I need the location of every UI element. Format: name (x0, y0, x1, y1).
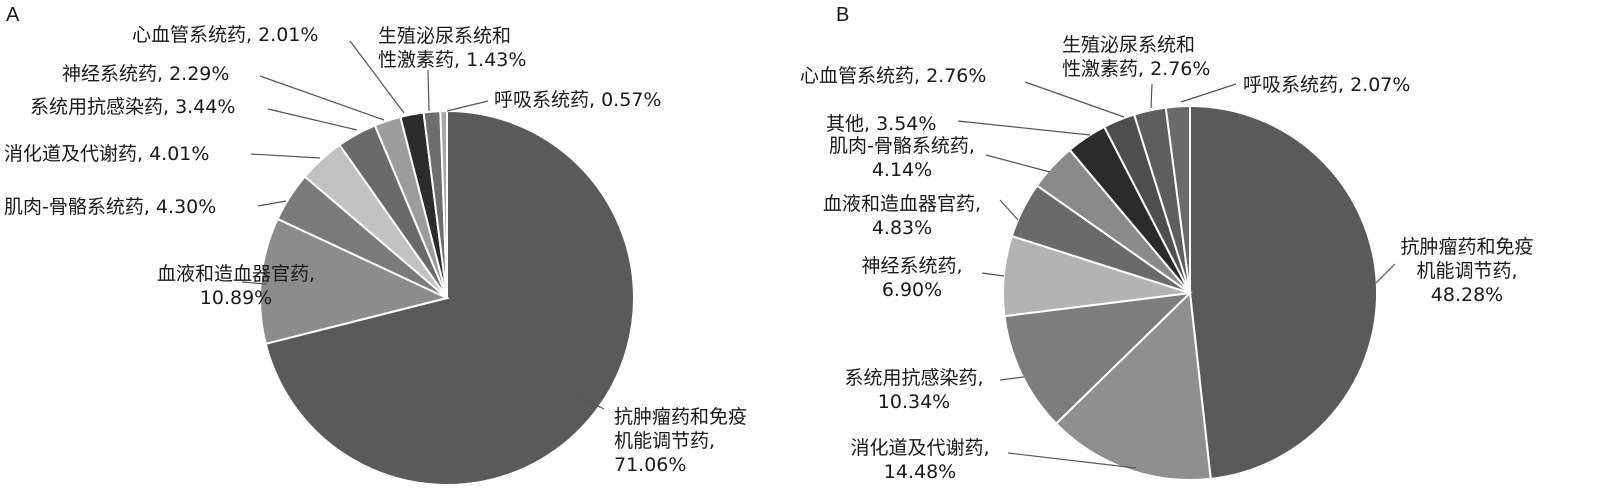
pie-b-label-1: 消化道及代谢药, 14.48% (850, 437, 989, 483)
pie-b-leader-6 (957, 120, 1091, 136)
pie-a-label-2: 肌肉-骨骼系统药, 4.30% (4, 196, 216, 218)
pie-a-leader-8 (446, 100, 489, 112)
pie-a-label-5: 神经系统药, 2.29% (62, 63, 229, 85)
pie-b-label-0: 抗肿瘤药和免疫机能调节药, 48.28% (1400, 236, 1533, 306)
pie-b-label-6: 其他, 3.54% (826, 113, 936, 135)
pie-b-slice-2 (1003, 291, 1193, 425)
pie-a-label-4: 系统用抗感染药, 3.44% (30, 96, 235, 118)
pie-a-leader-5 (259, 75, 385, 121)
pie-chart-a: 抗肿瘤药和免疫机能调节药, 71.06% 血液和造血器官药, 10.89% 肌肉-骨骼系… (4, 24, 747, 486)
pie-b-label-9: 呼吸系统药, 2.07% (1243, 74, 1410, 96)
pie-a-label-7: 生殖泌尿系统和性激素药, 1.43% (378, 25, 526, 71)
pie-b-leader-8 (1150, 83, 1153, 109)
pie-a-label-6: 心血管系统药, 2.01% (132, 24, 318, 46)
pie-a-leader-0 (575, 394, 605, 410)
pie-b-label-8: 生殖泌尿系统和性激素药, 2.76% (1062, 34, 1210, 80)
pie-b-leader-5 (985, 154, 1051, 173)
pie-b-leader-9 (1180, 83, 1237, 103)
pie-b-label-4: 血液和造血器官药, 4.83% (823, 193, 981, 239)
pie-b-leader-1 (1007, 452, 1137, 469)
pie-a-leader-4 (267, 108, 358, 131)
pie-a-slice-0 (264, 109, 635, 486)
pie-a-label-8: 呼吸系统药, 0.57% (494, 89, 661, 111)
pie-b-label-3: 神经系统药, 6.90% (861, 255, 962, 301)
pie-a-leader-7 (427, 69, 430, 112)
panel-label-b: B (836, 4, 849, 26)
pie-a-leader-6 (349, 40, 405, 114)
pie-a-leader-1 (241, 281, 267, 285)
pie-a-slice-8 (439, 109, 448, 299)
pie-b-label-7: 心血管系统药, 2.76% (800, 65, 986, 87)
pie-a-slice-1 (259, 217, 450, 346)
pie-a-label-1: 血液和造血器官药, 10.89% (157, 263, 315, 309)
pie-b-slice-9 (1164, 104, 1191, 294)
pie-b-leader-0 (1375, 263, 1396, 284)
pie-a-label-3: 消化道及代谢药, 4.01% (4, 143, 209, 165)
pie-b-label-5: 肌肉-骨骼系统药, 4.14% (829, 135, 975, 181)
pie-b-slice-1 (1054, 290, 1212, 481)
pie-chart-b: 抗肿瘤药和免疫机能调节药, 48.28% 消化道及代谢药, 14.48% 系统用抗感染药… (800, 34, 1534, 483)
panel-label-a: A (6, 4, 20, 26)
pie-a-leader-2 (257, 200, 287, 207)
pie-b-leader-3 (981, 272, 1005, 277)
pie-b-leader-7 (1024, 81, 1125, 118)
pie-b-label-2: 系统用抗感染药, 10.34% (844, 367, 983, 413)
pie-b-leader-4 (999, 199, 1019, 221)
pie-b-slice-0 (1189, 104, 1379, 480)
pie-a-leader-3 (250, 153, 321, 159)
pie-b-leader-2 (999, 376, 1025, 381)
pie-a-label-0: 抗肿瘤药和免疫机能调节药, 71.06% (614, 406, 747, 476)
